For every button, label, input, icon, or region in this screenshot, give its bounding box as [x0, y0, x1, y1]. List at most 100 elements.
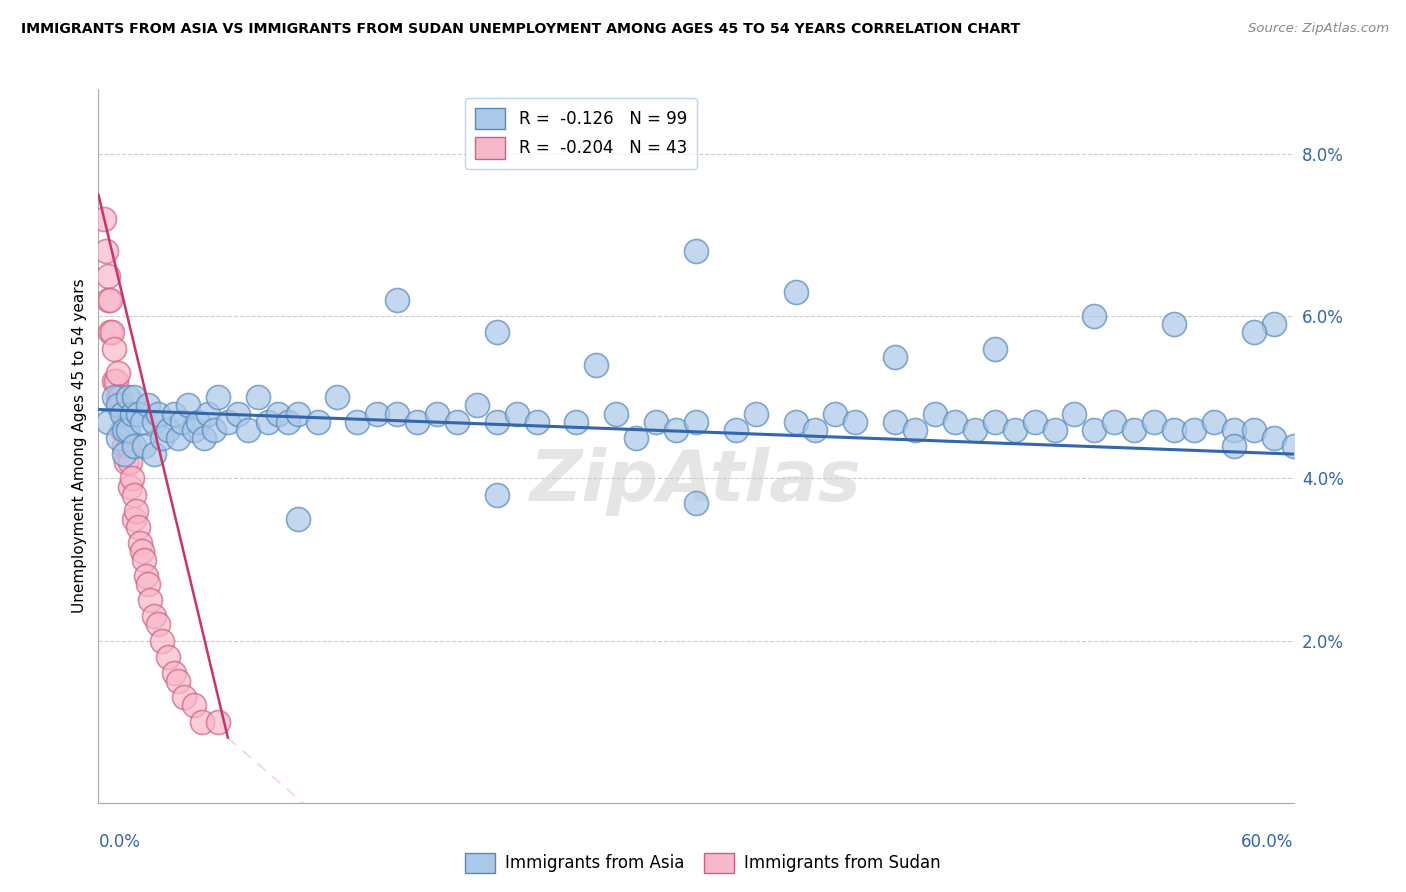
Point	[645, 415, 668, 429]
Point	[685, 244, 707, 259]
Point	[167, 674, 190, 689]
Point	[112, 447, 135, 461]
Point	[844, 415, 866, 429]
Point	[136, 399, 159, 413]
Point	[287, 512, 309, 526]
Text: IMMIGRANTS FROM ASIA VS IMMIGRANTS FROM SUDAN UNEMPLOYMENT AMONG AGES 45 TO 54 Y: IMMIGRANTS FROM ASIA VS IMMIGRANTS FROM …	[21, 22, 1021, 37]
Point	[1202, 415, 1225, 429]
Point	[167, 431, 190, 445]
Point	[287, 407, 309, 421]
Point	[110, 390, 132, 404]
Point	[197, 407, 219, 421]
Point	[115, 423, 138, 437]
Point	[1043, 423, 1066, 437]
Point	[177, 399, 200, 413]
Point	[163, 407, 186, 421]
Point	[785, 285, 807, 299]
Point	[157, 649, 180, 664]
Point	[111, 423, 134, 437]
Point	[97, 415, 120, 429]
Point	[111, 407, 134, 421]
Point	[326, 390, 349, 404]
Point	[963, 423, 986, 437]
Point	[465, 399, 488, 413]
Point	[685, 415, 707, 429]
Point	[1243, 423, 1265, 437]
Point	[884, 350, 907, 364]
Point	[135, 568, 157, 582]
Point	[134, 439, 156, 453]
Point	[1182, 423, 1205, 437]
Point	[139, 593, 162, 607]
Point	[107, 366, 129, 380]
Point	[485, 488, 508, 502]
Point	[665, 423, 688, 437]
Point	[1163, 318, 1185, 332]
Point	[385, 407, 409, 421]
Point	[150, 633, 173, 648]
Point	[1163, 423, 1185, 437]
Point	[745, 407, 768, 421]
Point	[943, 415, 966, 429]
Point	[307, 415, 329, 429]
Point	[143, 447, 166, 461]
Point	[1083, 310, 1105, 324]
Point	[115, 455, 138, 469]
Point	[148, 407, 170, 421]
Point	[117, 423, 139, 437]
Point	[96, 244, 118, 259]
Point	[202, 423, 225, 437]
Point	[207, 714, 229, 729]
Point	[134, 552, 156, 566]
Point	[346, 415, 368, 429]
Legend: Immigrants from Asia, Immigrants from Sudan: Immigrants from Asia, Immigrants from Su…	[458, 847, 948, 880]
Point	[121, 407, 143, 421]
Point	[172, 415, 194, 429]
Point	[1063, 407, 1085, 421]
Point	[267, 407, 290, 421]
Point	[904, 423, 927, 437]
Point	[112, 407, 135, 421]
Point	[884, 415, 907, 429]
Point	[117, 390, 139, 404]
Point	[193, 431, 215, 445]
Point	[804, 423, 827, 437]
Point	[125, 504, 148, 518]
Point	[107, 390, 129, 404]
Point	[446, 415, 468, 429]
Point	[124, 439, 146, 453]
Point	[124, 390, 146, 404]
Point	[1024, 415, 1046, 429]
Point	[127, 520, 149, 534]
Point	[984, 342, 1007, 356]
Point	[103, 342, 125, 356]
Point	[98, 326, 122, 340]
Point	[129, 536, 152, 550]
Point	[183, 423, 205, 437]
Point	[824, 407, 846, 421]
Point	[1282, 439, 1305, 453]
Point	[124, 512, 146, 526]
Point	[107, 431, 129, 445]
Point	[97, 293, 120, 307]
Point	[626, 431, 648, 445]
Point	[924, 407, 946, 421]
Point	[1104, 415, 1126, 429]
Point	[406, 415, 429, 429]
Point	[1263, 431, 1285, 445]
Point	[183, 698, 205, 713]
Point	[1123, 423, 1146, 437]
Point	[143, 609, 166, 624]
Point	[226, 407, 249, 421]
Point	[685, 496, 707, 510]
Point	[103, 390, 125, 404]
Point	[148, 617, 170, 632]
Point	[101, 326, 124, 340]
Point	[526, 415, 548, 429]
Point	[207, 390, 229, 404]
Point	[121, 471, 143, 485]
Point	[136, 577, 159, 591]
Point	[105, 374, 128, 388]
Point	[112, 439, 135, 453]
Y-axis label: Unemployment Among Ages 45 to 54 years: Unemployment Among Ages 45 to 54 years	[72, 278, 87, 614]
